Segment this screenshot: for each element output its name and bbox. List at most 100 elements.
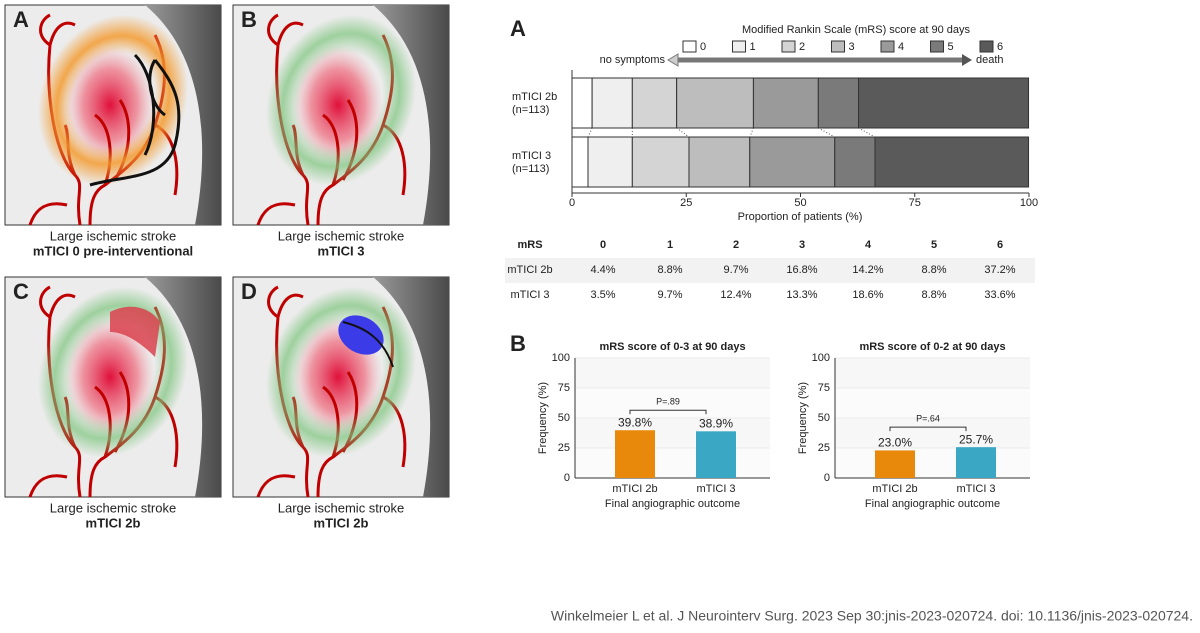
connector <box>587 127 593 138</box>
y-tick-label: 0 <box>824 472 830 484</box>
x-axis-title: Final angiographic outcome <box>605 498 740 510</box>
value-label: 25.7% <box>959 432 993 446</box>
table-cell: 14.2% <box>852 264 883 276</box>
legend-title: Modified Rankin Scale (mRS) score at 90 … <box>742 24 971 36</box>
significance-bracket <box>889 426 967 432</box>
chart-title: mRS score of 0-2 at 90 days <box>859 341 1005 353</box>
legend-label: 6 <box>997 41 1003 53</box>
table-cell: 9.7% <box>723 264 748 276</box>
bar-segment <box>631 77 678 129</box>
illustration-d <box>231 275 451 499</box>
bar-segment <box>591 77 633 129</box>
legend-swatch <box>831 40 845 53</box>
illustration-b <box>231 3 451 227</box>
table-cell: 13.3% <box>786 289 817 301</box>
chart-title: mRS score of 0-3 at 90 days <box>599 341 745 353</box>
legend-label: 1 <box>750 41 756 53</box>
table-cell: mTICI 2b <box>507 264 552 276</box>
legend-label: 2 <box>799 41 805 53</box>
illustration-c <box>3 275 223 499</box>
y-tick-label: 25 <box>558 442 570 454</box>
y-tick-label: 75 <box>558 382 570 394</box>
legend-swatch <box>979 40 994 53</box>
plot-band <box>575 448 770 478</box>
table-cell: 12.4% <box>720 289 751 301</box>
significance-bracket <box>629 409 707 415</box>
table-header: 0 <box>600 239 606 251</box>
panel-letter: A <box>13 7 29 32</box>
table-cell: mTICI 3 <box>510 289 549 301</box>
table-cell: 4.4% <box>590 264 615 276</box>
plot-band <box>835 448 1030 478</box>
table-header: 4 <box>865 239 872 251</box>
bar <box>956 447 996 478</box>
bar-segment <box>874 136 1030 188</box>
legend-label: 4 <box>898 41 904 53</box>
plot-band <box>575 388 770 418</box>
panel-caption: Large ischemic stroke <box>50 228 176 243</box>
category-note: (n=113) <box>512 104 549 116</box>
y-tick-label: 75 <box>818 382 830 394</box>
bar-segment <box>858 77 1030 129</box>
bar-segment <box>587 136 633 188</box>
y-tick-label: 50 <box>818 412 830 424</box>
table-cell: 18.6% <box>852 289 883 301</box>
x-tick-label: mTICI 2b <box>612 483 657 495</box>
connector <box>676 127 690 138</box>
bar-segment <box>571 77 593 129</box>
legend-swatch <box>781 40 796 53</box>
x-tick-label: 25 <box>680 197 692 209</box>
connector <box>858 127 876 138</box>
value-label: 38.9% <box>699 416 733 430</box>
value-label: 23.0% <box>878 436 912 450</box>
category-note: (n=113) <box>512 163 549 175</box>
legend-label: 3 <box>849 41 855 53</box>
legend-swatch <box>880 40 895 53</box>
table-cell: 33.6% <box>984 289 1015 301</box>
table-cell: 37.2% <box>984 264 1015 276</box>
panel-letter: B <box>241 7 257 32</box>
y-axis-title: Frequency (%) <box>537 382 549 454</box>
y-tick-label: 100 <box>812 352 830 364</box>
panel-subcaption: mTICI 2b <box>314 515 369 530</box>
bar-segment <box>676 77 754 129</box>
bar-segment <box>749 136 836 188</box>
legend-swatch <box>930 40 944 53</box>
plot-band <box>835 388 1030 418</box>
arrow-end-label: death <box>976 54 1004 66</box>
table-cell: 8.8% <box>921 264 946 276</box>
bar-segment <box>631 136 690 188</box>
table-cell: 8.8% <box>921 289 946 301</box>
category-label: mTICI 3 <box>512 150 551 162</box>
panel-subcaption: mTICI 2b <box>86 515 141 530</box>
table-cell: 3.5% <box>590 289 615 301</box>
illustration-a <box>3 3 223 227</box>
arrow-head-start <box>667 53 679 67</box>
category-label: mTICI 2b <box>512 91 557 103</box>
panel-caption: Large ischemic stroke <box>278 228 404 243</box>
bar-segment <box>834 136 876 188</box>
x-axis-title: Proportion of patients (%) <box>738 211 863 223</box>
legend-swatch <box>682 40 697 53</box>
bar <box>875 450 915 478</box>
x-tick-label: 50 <box>794 197 806 209</box>
x-tick-label: 75 <box>909 197 921 209</box>
connector <box>818 127 836 138</box>
table-header: 6 <box>997 239 1003 251</box>
x-tick-label: mTICI 3 <box>696 483 735 495</box>
table-cell: 16.8% <box>786 264 817 276</box>
legend-swatch <box>732 40 746 53</box>
table-header: 5 <box>931 239 937 251</box>
y-tick-label: 50 <box>558 412 570 424</box>
table-header: mRS <box>517 239 542 251</box>
bar <box>615 430 655 478</box>
panel-subcaption: mTICI 0 pre-interventional <box>33 243 193 258</box>
value-label: 39.8% <box>618 415 652 429</box>
bar-segment <box>817 77 860 129</box>
panel-letter: A <box>510 16 526 41</box>
panel-letter: D <box>241 279 257 304</box>
table-header: 1 <box>667 239 673 251</box>
y-tick-label: 100 <box>552 352 570 364</box>
p-value: P=.64 <box>916 414 940 424</box>
